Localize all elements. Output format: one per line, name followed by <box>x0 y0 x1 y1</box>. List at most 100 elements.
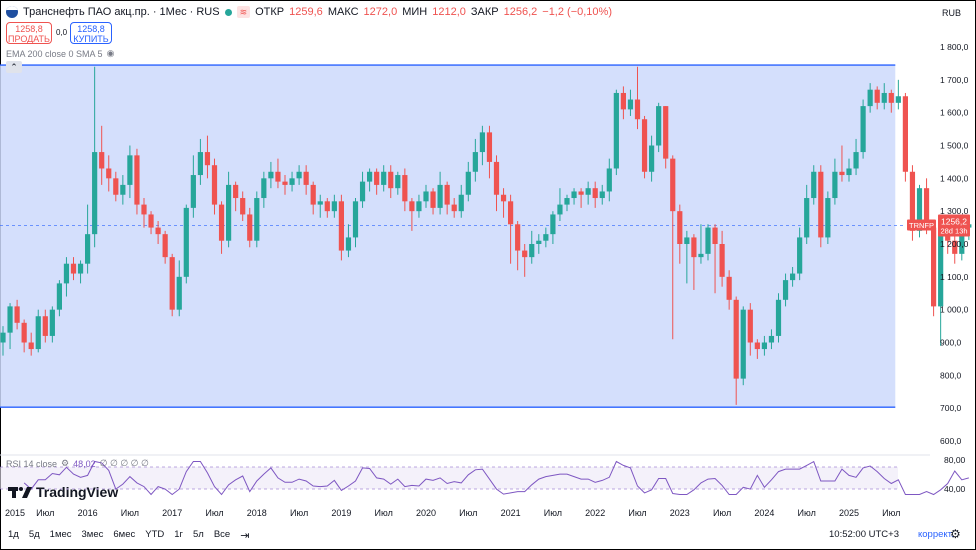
range-6m[interactable]: 6мес <box>113 529 136 540</box>
candle-body <box>670 158 676 212</box>
range-1m[interactable]: 1мес <box>49 529 72 540</box>
candle <box>374 168 380 195</box>
candle-body <box>169 257 175 310</box>
price-tick-label: 600,0 <box>940 436 962 446</box>
price-tick-label: 1 600,0 <box>940 108 969 118</box>
candle <box>275 158 281 189</box>
candle-body <box>444 184 450 205</box>
eye-icon[interactable]: ◉ <box>106 48 115 58</box>
candle-body <box>197 152 203 176</box>
candle-body <box>367 171 373 182</box>
candle <box>698 224 704 264</box>
price-axis: 600,0 700,0 800,0 900,0 1 000,0 1 100,0 1 200,… <box>940 42 969 446</box>
price-tick-label: 1 400,0 <box>940 173 969 183</box>
range-1y[interactable]: 1г <box>174 529 183 540</box>
candle <box>684 230 690 284</box>
rsi-tick-label: 40,00 <box>944 484 966 494</box>
candle-body <box>183 207 189 277</box>
candle <box>818 165 824 248</box>
candle-body <box>310 184 316 205</box>
range-bar: 1д 5д 1мес 3мес 6мес YTD 1г 5л Все ⇥ <box>8 529 249 542</box>
candle-body <box>486 132 493 162</box>
range-5d[interactable]: 5д <box>28 529 40 540</box>
settings-icon[interactable]: ⚙ <box>61 458 70 468</box>
candle <box>77 260 84 284</box>
candle-body <box>571 191 577 199</box>
candle <box>811 165 817 205</box>
candle <box>85 204 91 274</box>
ema-legend[interactable]: EMA 200 close 0 SMA 5 ◉ <box>6 48 114 59</box>
currency-label[interactable]: RUB <box>942 8 962 18</box>
candle-body <box>931 227 937 307</box>
candle-body <box>585 188 591 195</box>
candle-body <box>28 342 34 350</box>
candle-body <box>529 244 535 258</box>
candle-body <box>479 132 485 153</box>
candle-body <box>846 168 852 176</box>
range-5y[interactable]: 5л <box>192 529 204 540</box>
buy-button[interactable]: 1258,8 КУПИТЬ <box>70 22 112 44</box>
candle-body <box>641 119 648 172</box>
time-tick-label: Июл <box>628 508 646 518</box>
delay-icon[interactable]: ≋ <box>236 6 251 18</box>
candle <box>113 171 119 202</box>
rsi-legend[interactable]: RSI 14 close ⚙ 48,02 ∅ ∅ ∅ ∅ ∅ <box>6 458 149 469</box>
sell-price: 1258,8 <box>15 24 43 34</box>
candle <box>381 165 387 192</box>
russia-flag-icon <box>6 6 18 18</box>
range-ytd[interactable]: YTD <box>145 529 165 540</box>
candle <box>649 135 655 182</box>
candle-body <box>804 198 810 238</box>
candle <box>338 194 344 261</box>
candle <box>28 332 34 356</box>
candle <box>543 227 549 248</box>
candle <box>627 89 634 116</box>
candle-body <box>226 184 232 241</box>
candle-body <box>515 224 521 251</box>
candle <box>670 155 676 340</box>
candle <box>169 253 175 317</box>
tradingview-logo[interactable]: TradingView <box>8 484 118 500</box>
candle <box>233 181 239 212</box>
candle <box>465 161 471 202</box>
candle <box>733 296 739 405</box>
candle <box>324 198 330 218</box>
candle <box>345 224 352 258</box>
candle-body <box>719 244 725 277</box>
rsi-tick-label: 80,00 <box>944 455 966 465</box>
candle-body <box>254 198 260 241</box>
range-3m[interactable]: 3мес <box>81 529 104 540</box>
candle <box>571 188 577 205</box>
time-tick-label: Июл <box>713 508 731 518</box>
candle-body <box>211 165 218 205</box>
time-tick-label: Июл <box>290 508 308 518</box>
symbol-header: Транснефть ПАО акц.пр. · 1Мес · RUS ≋ ОТ… <box>6 4 612 20</box>
range-all[interactable]: Все <box>213 529 231 540</box>
candle-body <box>268 171 274 179</box>
candle <box>790 266 796 287</box>
sell-button[interactable]: 1258,8 ПРОДАТЬ <box>6 22 52 44</box>
candle <box>529 230 535 264</box>
candle <box>726 270 732 310</box>
candle-body <box>134 155 140 205</box>
rsi-label: RSI 14 close <box>6 458 58 469</box>
time-axis: 2015 Июл 2016 Июл 2017 Июл 2018 Июл 2019 Июл 2020 И… <box>5 508 900 518</box>
adjust-toggle[interactable]: коррект. <box>918 529 954 540</box>
candle <box>211 158 218 215</box>
candle <box>127 145 133 199</box>
candle-body <box>430 191 436 208</box>
close-value: 1256,2 <box>503 6 538 18</box>
goto-date-icon[interactable]: ⇥ <box>240 530 250 542</box>
candle <box>106 155 112 192</box>
time-tick-label: 2025 <box>839 508 859 518</box>
gear-icon[interactable]: ⚙ <box>950 527 961 541</box>
candle <box>310 181 316 215</box>
clock[interactable]: 10:52:00 UTC+3 <box>829 529 899 540</box>
symbol-title[interactable]: Транснефть ПАО акц.пр. · 1Мес · RUS <box>23 6 220 18</box>
candle <box>56 280 62 317</box>
range-1d[interactable]: 1д <box>8 529 19 540</box>
candle <box>486 125 493 179</box>
candle <box>500 188 507 218</box>
candle-body <box>909 171 916 231</box>
